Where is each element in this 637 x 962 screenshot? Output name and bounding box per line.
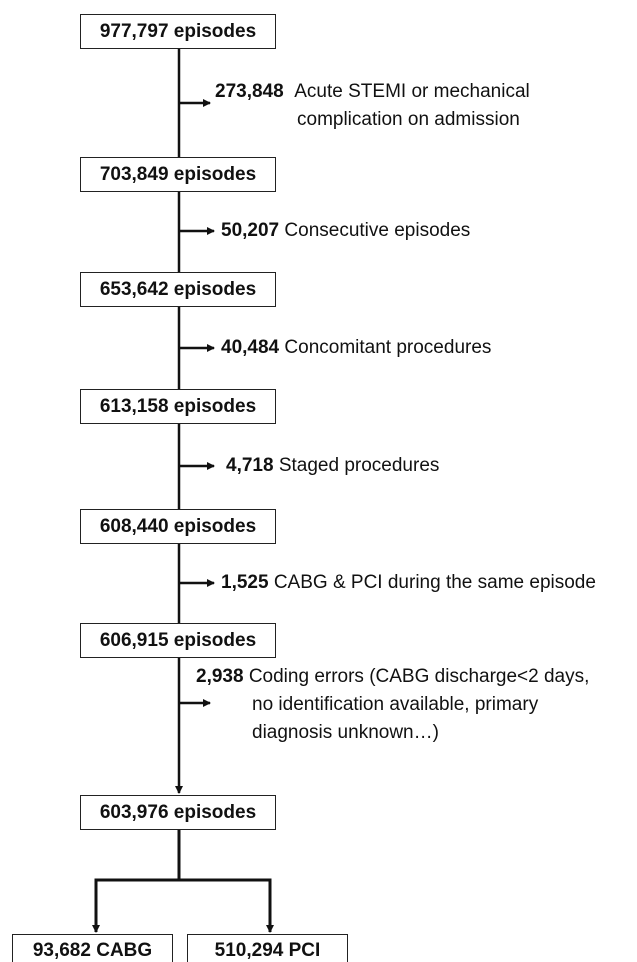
exclusion-text: complication on admission — [297, 109, 520, 130]
exclusion-text: Concomitant procedures — [284, 337, 492, 358]
exclusion-count: 1,525 — [221, 572, 269, 593]
flow-box: 977,797 episodes — [80, 14, 276, 49]
exclusion-count: 2,938 — [196, 666, 244, 687]
split-arrow — [92, 830, 181, 933]
outcome-box: 93,682 CABG — [12, 934, 173, 962]
exclusion-text: Coding errors (CABG discharge<2 days, — [248, 666, 590, 687]
exclusion-text: diagnosis unknown…) — [252, 722, 439, 743]
exclusion: 50,207 Consecutive episodes — [221, 217, 470, 245]
exclusion-text: Consecutive episodes — [284, 220, 471, 241]
exclusion-text: Staged procedures — [278, 455, 440, 476]
exclusion-count: 50,207 — [221, 220, 280, 241]
flow-box: 608,440 episodes — [80, 509, 276, 544]
flow-box: 613,158 episodes — [80, 389, 276, 424]
exclusion: 1,525 CABG & PCI during the same episode — [221, 569, 596, 597]
exclusion: 4,718 Staged procedures — [226, 452, 439, 480]
exclusion-count: 4,718 — [226, 455, 274, 476]
flow-box: 606,915 episodes — [80, 623, 276, 658]
split-arrow — [179, 878, 274, 933]
exclusion-text: no identification available, primary — [252, 694, 539, 715]
flow-box: 703,849 episodes — [80, 157, 276, 192]
flow-box: 603,976 episodes — [80, 795, 276, 830]
flow-box: 653,642 episodes — [80, 272, 276, 307]
outcome-box: 510,294 PCI — [187, 934, 348, 962]
exclusion-text: Acute STEMI or mechanical — [294, 81, 530, 102]
exclusion-text: CABG & PCI during the same episode — [273, 572, 596, 593]
exclusion: 273,848 Acute STEMI or mechanical compli… — [215, 78, 530, 134]
exclusion: 40,484 Concomitant procedures — [221, 334, 491, 362]
exclusion-count: 273,848 — [215, 81, 284, 102]
exclusion-count: 40,484 — [221, 337, 280, 358]
exclusion: 2,938 Coding errors (CABG discharge<2 da… — [196, 663, 589, 747]
